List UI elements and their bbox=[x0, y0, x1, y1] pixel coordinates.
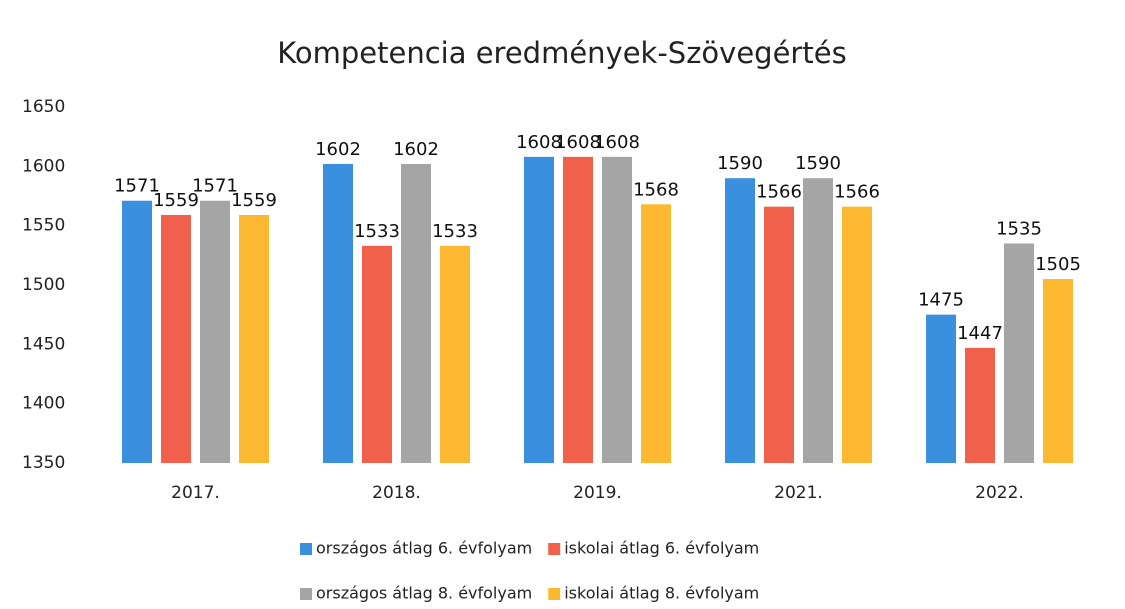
legend-label: iskolai átlag 8. évfolyam bbox=[564, 584, 759, 603]
chart-title: Kompetencia eredmények-Szövegértés bbox=[277, 36, 846, 70]
bar bbox=[362, 245, 392, 463]
value-label: 1608 bbox=[594, 132, 640, 153]
y-tick-label: 1500 bbox=[22, 275, 65, 295]
value-label: 1568 bbox=[633, 179, 679, 200]
value-label: 1590 bbox=[717, 153, 763, 174]
bar bbox=[641, 204, 671, 463]
value-label: 1533 bbox=[354, 221, 400, 242]
value-label: 1608 bbox=[555, 132, 601, 153]
value-label: 1590 bbox=[795, 153, 841, 174]
bar bbox=[764, 206, 794, 463]
value-label: 1566 bbox=[756, 182, 802, 203]
value-label: 1566 bbox=[834, 182, 880, 203]
legend-swatch bbox=[548, 543, 561, 555]
bar bbox=[524, 156, 554, 463]
y-tick-label: 1550 bbox=[22, 216, 65, 236]
bar bbox=[1043, 279, 1073, 463]
bar bbox=[122, 200, 152, 463]
value-label: 1571 bbox=[114, 176, 160, 197]
bar bbox=[842, 206, 872, 463]
value-label: 1602 bbox=[393, 139, 439, 160]
bar bbox=[965, 347, 995, 463]
value-label: 1571 bbox=[192, 176, 238, 197]
x-tick-label: 2018. bbox=[372, 483, 421, 503]
y-tick-label: 1350 bbox=[22, 453, 65, 473]
y-tick-label: 1450 bbox=[22, 334, 65, 354]
bar bbox=[323, 163, 353, 463]
bar bbox=[602, 156, 632, 463]
x-tick-label: 2017. bbox=[171, 483, 220, 503]
x-tick-label: 2019. bbox=[573, 483, 622, 503]
value-label: 1559 bbox=[231, 190, 277, 211]
legend-label: országos átlag 6. évfolyam bbox=[316, 539, 532, 558]
y-tick-label: 1650 bbox=[22, 97, 65, 117]
x-tick-label: 2021. bbox=[774, 483, 823, 503]
legend-swatch bbox=[300, 588, 312, 600]
bar bbox=[401, 163, 431, 463]
value-label: 1559 bbox=[153, 190, 199, 211]
value-label: 1535 bbox=[996, 218, 1042, 239]
value-label: 1602 bbox=[315, 139, 361, 160]
bar bbox=[1004, 243, 1034, 463]
bar bbox=[239, 214, 269, 463]
legend-swatch bbox=[548, 588, 561, 600]
value-label: 1447 bbox=[957, 323, 1003, 344]
y-tick-label: 1400 bbox=[22, 394, 65, 414]
bar bbox=[563, 156, 593, 463]
value-label: 1608 bbox=[516, 132, 562, 153]
x-tick-label: 2022. bbox=[975, 483, 1024, 503]
legend-label: iskolai átlag 6. évfolyam bbox=[564, 539, 759, 558]
bar bbox=[725, 178, 755, 463]
value-label: 1505 bbox=[1035, 254, 1081, 275]
bar bbox=[803, 178, 833, 463]
value-label: 1533 bbox=[432, 221, 478, 242]
y-tick-label: 1600 bbox=[22, 156, 65, 176]
bar bbox=[926, 314, 956, 463]
value-label: 1475 bbox=[918, 290, 964, 311]
legend-label: országos átlag 8. évfolyam bbox=[316, 584, 532, 603]
bar bbox=[440, 245, 470, 463]
bar bbox=[161, 214, 191, 463]
legend-swatch bbox=[300, 543, 312, 555]
bar bbox=[200, 200, 230, 463]
